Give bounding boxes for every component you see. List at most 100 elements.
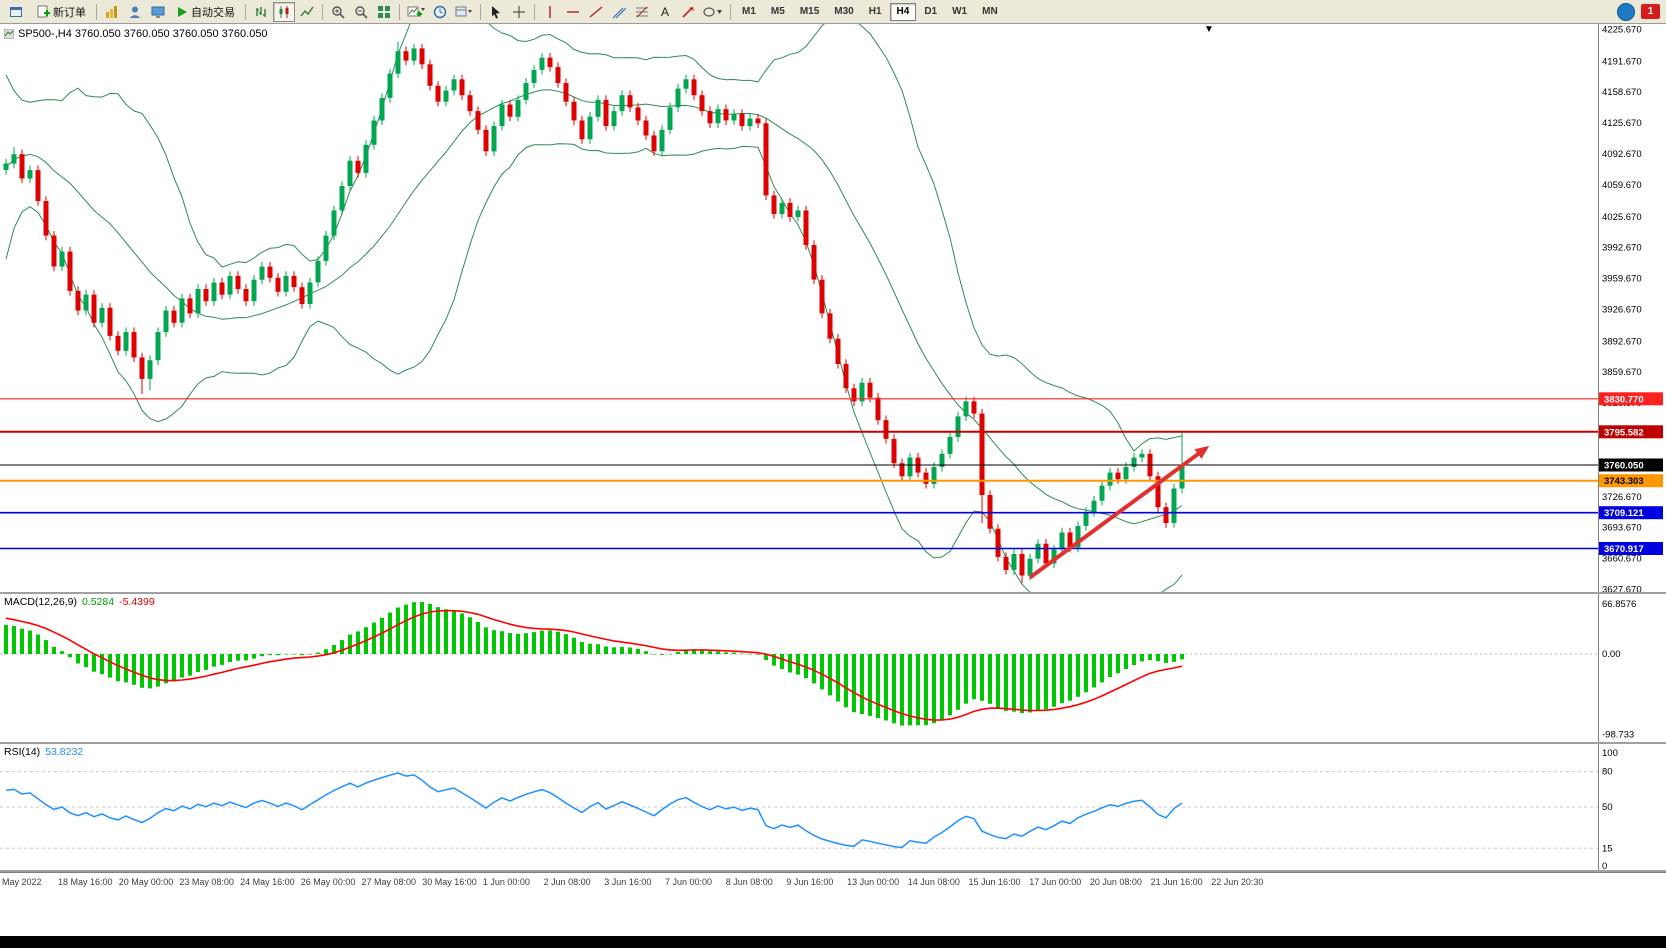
notification-badge[interactable]: 1 xyxy=(1641,4,1660,19)
macd-bar xyxy=(548,630,552,654)
time-axis-label: 27 May 08:00 xyxy=(361,877,417,887)
candle-body xyxy=(1163,507,1169,524)
trend-arrow[interactable] xyxy=(1028,445,1210,580)
macd-bar xyxy=(1092,654,1096,688)
price-tag-label: 3670.917 xyxy=(1604,544,1644,555)
timeframe-button-H4[interactable]: H4 xyxy=(889,2,917,21)
macd-axis-label: 66.8576 xyxy=(1602,599,1636,610)
auto-trading-button[interactable]: 自动交易 xyxy=(170,2,241,22)
candle-body xyxy=(755,118,761,124)
shapes-dropdown-button[interactable] xyxy=(700,2,726,22)
navigator-button[interactable] xyxy=(124,2,146,22)
time-axis-label: 17 Jun 00:00 xyxy=(1029,877,1082,887)
line-chart-button[interactable] xyxy=(296,2,318,22)
macd-bar xyxy=(172,654,176,682)
macd-bar xyxy=(12,625,16,654)
templates-button[interactable] xyxy=(452,2,476,22)
trendline-button[interactable] xyxy=(585,2,607,22)
terminal-button[interactable] xyxy=(147,2,169,22)
candle-body xyxy=(51,235,57,267)
community-search-icon[interactable] xyxy=(1617,2,1635,21)
macd-bar xyxy=(516,633,520,654)
text-tool-button[interactable]: A xyxy=(654,2,676,22)
crosshair-button[interactable] xyxy=(508,2,530,22)
macd-bar xyxy=(844,654,848,708)
macd-bar xyxy=(908,654,912,726)
candle-body xyxy=(363,144,369,173)
horizontal-line-button[interactable] xyxy=(562,2,584,22)
time-axis[interactable]: May 2022 18 May 16:00 20 May 00:00 23 May 0… xyxy=(0,872,1666,895)
macd-bar xyxy=(716,651,720,654)
macd-bar xyxy=(724,652,728,654)
arrows-tool-button[interactable] xyxy=(677,2,699,22)
macd-bar xyxy=(460,613,464,654)
rsi-axis-label: 15 xyxy=(1602,843,1613,854)
macd-bar xyxy=(1100,654,1104,683)
macd-bar xyxy=(188,654,192,676)
candle-body xyxy=(907,457,913,477)
candle-body xyxy=(83,294,89,311)
new-chart-button[interactable] xyxy=(404,2,428,22)
candle-body xyxy=(259,266,265,280)
candle-body xyxy=(891,438,897,464)
timeframe-button-D1[interactable]: D1 xyxy=(917,3,944,21)
time-axis-label: 20 Jun 08:00 xyxy=(1089,877,1142,887)
candle-body xyxy=(1011,554,1017,570)
macd-bar xyxy=(52,646,56,654)
toolbar: 新订单 自动交易 xyxy=(0,0,1666,24)
fibonacci-icon xyxy=(636,6,648,17)
timeframe-button-M1[interactable]: M1 xyxy=(735,3,763,21)
macd-bar xyxy=(612,647,616,654)
main-chart-panel[interactable]: SP500-,H4 3760.050 3760.050 3760.050 376… xyxy=(0,0,1666,623)
macd-bar xyxy=(452,610,456,654)
period-clock-button[interactable] xyxy=(429,2,451,22)
timeframe-button-M5[interactable]: M5 xyxy=(764,3,792,21)
zoom-out-button[interactable] xyxy=(350,2,372,22)
new-order-button[interactable]: 新订单 xyxy=(31,2,92,22)
macd-bar xyxy=(1172,654,1176,662)
candle-body xyxy=(123,332,129,351)
macd-bar xyxy=(1084,654,1088,693)
price-tag xyxy=(1599,542,1663,555)
macd-panel[interactable]: MACD(12,26,9) 0.5284 -5.4399 66.8576 0.00… xyxy=(0,594,1666,742)
bar-chart-button[interactable] xyxy=(250,2,272,22)
macd-bar xyxy=(220,654,224,665)
tile-windows-button[interactable] xyxy=(373,2,395,22)
panel-splitter[interactable] xyxy=(0,742,1666,744)
vertical-line-button[interactable] xyxy=(539,2,561,22)
panel-splitter[interactable] xyxy=(0,870,1666,872)
macd-bar xyxy=(828,654,832,696)
macd-canvas[interactable]: 66.8576 0.00 -98.733 xyxy=(0,594,1666,742)
candle-body xyxy=(1059,532,1065,550)
macd-bar xyxy=(372,622,376,654)
cursor-button[interactable] xyxy=(485,2,507,22)
macd-bar xyxy=(692,649,696,654)
timeframe-button-H1[interactable]: H1 xyxy=(862,3,889,21)
candlestick-chart-button[interactable] xyxy=(273,1,295,22)
candle-body xyxy=(947,437,953,454)
price-tag xyxy=(1599,392,1663,406)
toolbar-separator xyxy=(534,3,535,20)
market-watch-button[interactable] xyxy=(101,2,123,22)
macd-bar xyxy=(860,654,864,715)
timeframe-button-W1[interactable]: W1 xyxy=(945,3,974,21)
price-tag xyxy=(1599,506,1663,520)
channel-button[interactable] xyxy=(608,2,630,22)
panel-splitter[interactable] xyxy=(0,592,1666,594)
candle-body xyxy=(827,313,833,339)
timeframe-button-M30[interactable]: M30 xyxy=(827,3,860,21)
macd-bar xyxy=(420,602,424,654)
candle-body xyxy=(1003,556,1009,570)
main-chart-canvas[interactable]: 4225.670 4191.670 4158.670 4125.670 4092.670… xyxy=(0,0,1666,623)
rsi-panel[interactable]: RSI(14) 53.8232 100 80 50 15 0 xyxy=(0,744,1666,872)
candle-body xyxy=(787,202,793,217)
timeframe-button-MN[interactable]: MN xyxy=(975,3,1005,21)
zoom-in-button[interactable] xyxy=(327,2,349,22)
fibonacci-button[interactable] xyxy=(631,2,653,22)
candle-body xyxy=(531,69,537,83)
rsi-canvas[interactable]: 100 80 50 15 0 xyxy=(0,744,1666,872)
candle-body xyxy=(355,160,361,173)
timeframe-button-M15[interactable]: M15 xyxy=(793,3,826,21)
macd-bar xyxy=(748,654,752,655)
horizontal-lines[interactable] xyxy=(0,398,1598,550)
